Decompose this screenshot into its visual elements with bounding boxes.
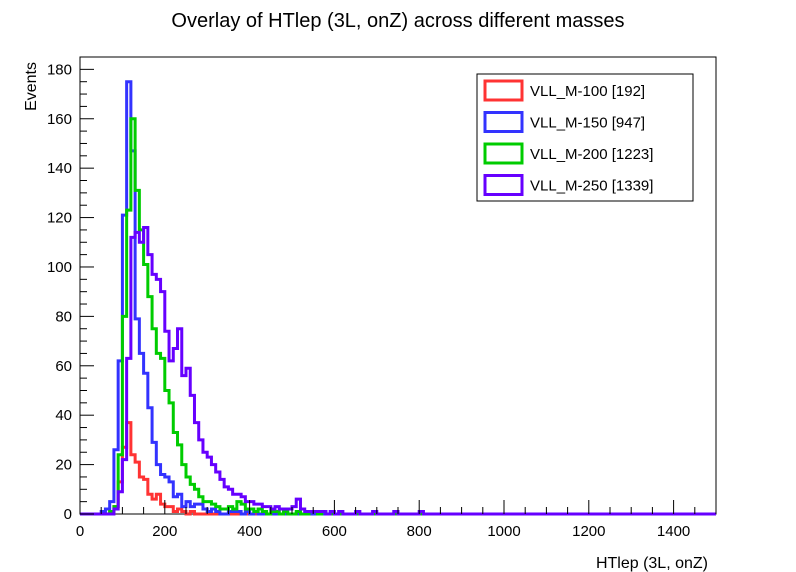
y-axis-title: Events: [23, 62, 40, 111]
x-tick-label: 1400: [657, 523, 690, 540]
x-axis-title: HTlep (3L, onZ): [596, 555, 708, 572]
legend-box: [476, 73, 694, 202]
legend-label-4: VLL_M-250 [1339]: [530, 178, 653, 195]
y-tick-label: 120: [47, 210, 72, 227]
x-tick-label: 400: [237, 523, 262, 540]
y-tick-label: 80: [55, 308, 72, 325]
legend-swatch-1: [483, 79, 524, 102]
series-layer: [80, 80, 716, 516]
legend-label-2: VLL_M-150 [947]: [530, 115, 645, 132]
y-tick-label: 40: [55, 407, 72, 424]
legend-swatch-3: [483, 142, 524, 165]
x-tick-label: 200: [152, 523, 177, 540]
legend-swatch-4: [483, 174, 524, 196]
x-tick-label: 0: [76, 523, 84, 540]
y-tick-label: 100: [47, 259, 72, 276]
y-tick-label: 60: [55, 358, 72, 375]
legend-label-3: VLL_M-200 [1223]: [530, 146, 653, 163]
y-tick-label: 140: [47, 160, 72, 177]
y-tick-label: 0: [64, 506, 72, 523]
y-tick-label: 20: [55, 457, 72, 474]
y-tick-label: 180: [47, 61, 72, 78]
series-line-1: [80, 421, 716, 516]
legend: VLL_M-100 [192] VLL_M-150 [947] VLL_M-200 …: [476, 73, 694, 202]
x-tick-label: 1000: [487, 523, 520, 540]
chart-title: Overlay of HTlep (3L, onZ) across differ…: [171, 10, 624, 32]
axes: 0 200 400 600 800 1000 1200 1400 0 20 40 60 80 100 120…: [47, 56, 717, 540]
series-line-4: [80, 225, 716, 516]
legend-label-1: VLL_M-100 [192]: [530, 83, 645, 100]
y-tick-label: 160: [47, 111, 72, 128]
x-tick-label: 800: [407, 523, 432, 540]
x-tick-label: 600: [322, 523, 347, 540]
legend-swatch-2: [483, 111, 524, 133]
x-tick-label: 1200: [572, 523, 605, 540]
series-line-3: [80, 117, 716, 516]
